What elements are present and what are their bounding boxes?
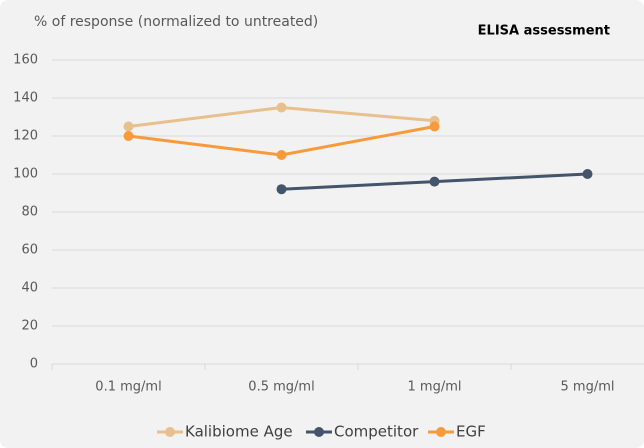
y-tick-label: 40	[21, 281, 38, 296]
x-tick-label: 0.5 mg/ml	[248, 380, 314, 395]
legend-label: Competitor	[334, 423, 419, 441]
x-tick-label: 1 mg/ml	[408, 380, 462, 395]
data-point	[276, 102, 287, 113]
legend-marker	[165, 427, 175, 437]
chart-title: ELISA assessment	[478, 24, 610, 39]
legend-marker	[314, 427, 324, 437]
data-point	[123, 131, 134, 141]
y-tick-label: 80	[21, 205, 38, 220]
data-point	[123, 121, 134, 132]
x-tick-label: 5 mg/ml	[561, 380, 615, 395]
y-tick-label: 60	[21, 243, 38, 258]
y-tick-label: 140	[13, 91, 38, 106]
legend-marker	[436, 427, 446, 437]
x-tick-label: 0.1 mg/ml	[95, 380, 161, 395]
y-tick-label: 20	[21, 319, 38, 334]
data-point	[429, 121, 440, 132]
y-tick-label: 0	[30, 357, 38, 372]
legend: Kalibiome Age Competitor EGF	[157, 423, 486, 441]
data-point	[429, 176, 440, 187]
data-point	[582, 169, 593, 179]
legend-label: Kalibiome Age	[185, 423, 293, 441]
y-axis-label: % of response (normalized to untreated)	[34, 14, 318, 30]
y-tick-label: 120	[13, 129, 38, 144]
y-tick-label: 160	[13, 53, 38, 68]
legend-label: EGF	[456, 423, 486, 441]
data-point	[276, 150, 287, 160]
y-tick-label: 100	[13, 167, 38, 182]
data-point	[276, 184, 287, 195]
